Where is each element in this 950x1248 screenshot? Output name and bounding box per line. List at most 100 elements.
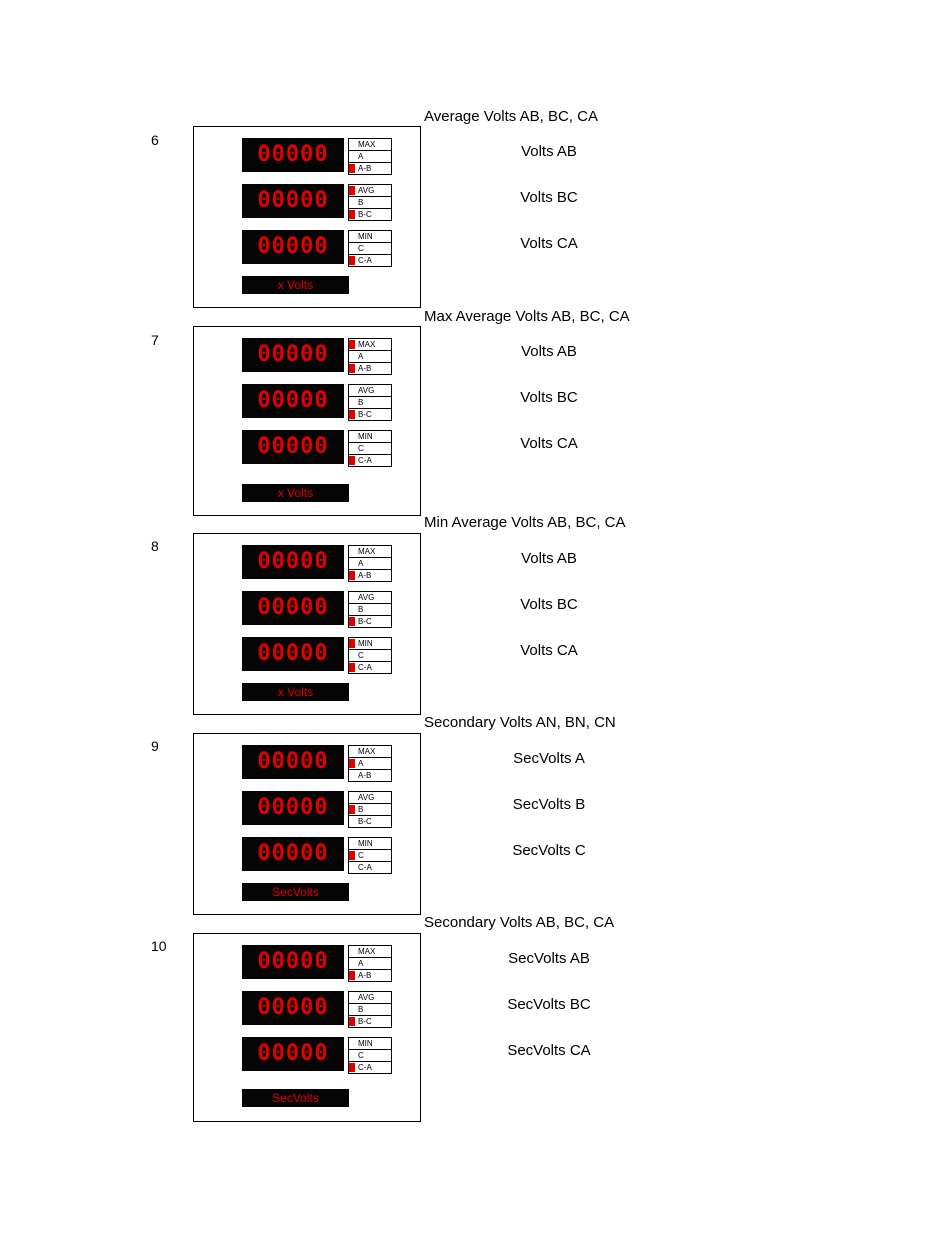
indicator-label: B bbox=[358, 805, 364, 814]
indicator-row: C bbox=[349, 850, 391, 862]
display-value: 00000 bbox=[257, 388, 329, 413]
indicator-led-icon bbox=[349, 1017, 355, 1026]
indicator-label: C bbox=[358, 1051, 364, 1060]
meter-faceplate: 00000 MAX A A-B 00000 AVG B B-C 00000 MIN C C-A SecV… bbox=[193, 933, 421, 1122]
indicator-panel: MAX A A-B bbox=[348, 545, 392, 582]
led-display: 00000 bbox=[242, 184, 344, 218]
unit-label: x Volts bbox=[242, 484, 349, 502]
indicator-row: AVG bbox=[349, 992, 391, 1004]
indicator-label: A bbox=[358, 152, 364, 161]
indicator-led-icon bbox=[349, 571, 355, 580]
indicator-panel: AVG B B-C bbox=[348, 591, 392, 628]
indicator-label: A-B bbox=[358, 971, 372, 980]
indicator-label: C bbox=[358, 244, 364, 253]
indicator-label: B-C bbox=[358, 617, 372, 626]
indicator-label: B-C bbox=[358, 817, 372, 826]
indicator-row: A bbox=[349, 958, 391, 970]
led-display: 00000 bbox=[242, 945, 344, 979]
indicator-panel: MIN C C-A bbox=[348, 230, 392, 267]
indicator-row: MIN bbox=[349, 1038, 391, 1050]
indicator-row: MAX bbox=[349, 339, 391, 351]
indicator-led-icon bbox=[349, 456, 355, 465]
indicator-led-icon bbox=[349, 340, 355, 349]
display-value: 00000 bbox=[257, 795, 329, 820]
indicator-row: A-B bbox=[349, 363, 391, 374]
indicator-row: C-A bbox=[349, 1062, 391, 1073]
indicator-led-icon bbox=[349, 851, 355, 860]
reading-label: Volts AB bbox=[521, 343, 577, 360]
indicator-label: MIN bbox=[358, 432, 373, 441]
indicator-label: A bbox=[358, 352, 364, 361]
indicator-led-icon bbox=[349, 164, 355, 173]
led-display: 00000 bbox=[242, 791, 344, 825]
indicator-label: AVG bbox=[358, 993, 375, 1002]
indicator-panel: AVG B B-C bbox=[348, 791, 392, 828]
indicator-row: MAX bbox=[349, 546, 391, 558]
panel-number: 10 bbox=[151, 938, 167, 954]
indicator-row: MIN bbox=[349, 431, 391, 443]
display-value: 00000 bbox=[257, 434, 329, 459]
indicator-led-icon bbox=[349, 364, 355, 373]
meter-faceplate: 00000 MAX A A-B 00000 AVG B B-C 00000 MIN C C-A x Vo… bbox=[193, 326, 421, 516]
display-value: 00000 bbox=[257, 595, 329, 620]
indicator-row: AVG bbox=[349, 792, 391, 804]
reading-label: Volts BC bbox=[520, 596, 578, 613]
led-display: 00000 bbox=[242, 1037, 344, 1071]
indicator-label: B bbox=[358, 1005, 364, 1014]
indicator-label: B-C bbox=[358, 1017, 372, 1026]
indicator-row: A bbox=[349, 558, 391, 570]
reading-label: SecVolts CA bbox=[507, 1042, 591, 1059]
unit-label: SecVolts bbox=[242, 1089, 349, 1107]
indicator-panel: AVG B B-C bbox=[348, 384, 392, 421]
indicator-panel: AVG B B-C bbox=[348, 991, 392, 1028]
panel-title: Min Average Volts AB, BC, CA bbox=[424, 514, 626, 531]
indicator-label: MIN bbox=[358, 1039, 373, 1048]
indicator-label: AVG bbox=[358, 593, 375, 602]
indicator-row: B-C bbox=[349, 616, 391, 627]
indicator-row: AVG bbox=[349, 385, 391, 397]
reading-label: SecVolts B bbox=[512, 796, 586, 813]
indicator-panel: MIN C C-A bbox=[348, 430, 392, 467]
indicator-row: A-B bbox=[349, 163, 391, 174]
indicator-row: C-A bbox=[349, 255, 391, 266]
indicator-row: C bbox=[349, 443, 391, 455]
indicator-row: B-C bbox=[349, 209, 391, 220]
indicator-label: B-C bbox=[358, 410, 372, 419]
indicator-row: C-A bbox=[349, 662, 391, 673]
reading-label: Volts AB bbox=[521, 550, 577, 567]
led-display: 00000 bbox=[242, 384, 344, 418]
indicator-label: AVG bbox=[358, 386, 375, 395]
indicator-row: B bbox=[349, 397, 391, 409]
indicator-label: MAX bbox=[358, 140, 376, 149]
panel-number: 7 bbox=[151, 332, 159, 348]
indicator-row: MIN bbox=[349, 231, 391, 243]
led-display: 00000 bbox=[242, 837, 344, 871]
indicator-panel: MIN C C-A bbox=[348, 637, 392, 674]
indicator-row: MIN bbox=[349, 838, 391, 850]
indicator-label: C bbox=[358, 444, 364, 453]
indicator-label: MIN bbox=[358, 232, 373, 241]
indicator-label: A-B bbox=[358, 771, 372, 780]
display-value: 00000 bbox=[257, 142, 329, 167]
reading-label: SecVolts A bbox=[513, 750, 585, 767]
indicator-led-icon bbox=[349, 971, 355, 980]
led-display: 00000 bbox=[242, 637, 344, 671]
indicator-label: AVG bbox=[358, 186, 375, 195]
indicator-label: C-A bbox=[358, 456, 372, 465]
led-display: 00000 bbox=[242, 138, 344, 172]
indicator-label: C-A bbox=[358, 863, 372, 872]
unit-label: x Volts bbox=[242, 683, 349, 701]
indicator-row: B bbox=[349, 197, 391, 209]
panel-number: 9 bbox=[151, 738, 159, 754]
indicator-label: MAX bbox=[358, 747, 376, 756]
indicator-row: A-B bbox=[349, 570, 391, 581]
indicator-label: MIN bbox=[358, 639, 373, 648]
panel-title: Max Average Volts AB, BC, CA bbox=[424, 308, 630, 325]
panel-number: 8 bbox=[151, 538, 159, 554]
indicator-row: B-C bbox=[349, 409, 391, 420]
panel-number: 6 bbox=[151, 132, 159, 148]
display-value: 00000 bbox=[257, 1041, 329, 1066]
indicator-led-icon bbox=[349, 639, 355, 648]
indicator-row: B bbox=[349, 604, 391, 616]
indicator-row: C bbox=[349, 243, 391, 255]
